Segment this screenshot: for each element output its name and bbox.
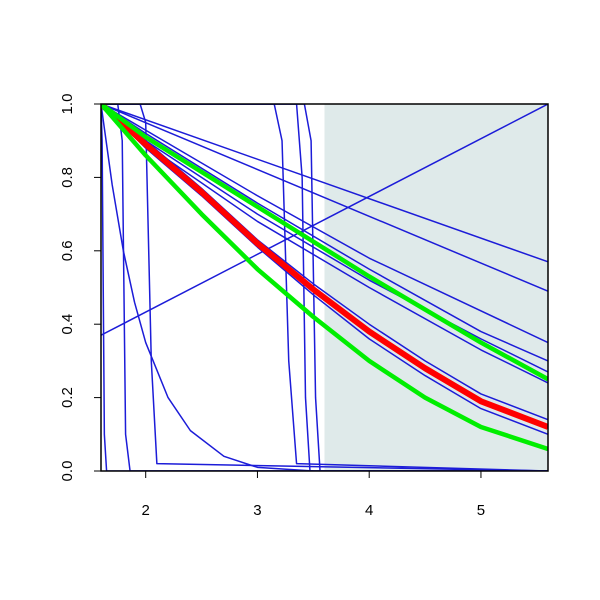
y-tick-label: 0.4 xyxy=(59,314,76,335)
series-line xyxy=(101,104,548,471)
series-line xyxy=(101,104,548,336)
series-line xyxy=(101,104,548,263)
series-line xyxy=(101,104,548,382)
x-tick-label: 4 xyxy=(365,502,373,519)
series-line xyxy=(101,104,548,292)
y-tick-label: 1.0 xyxy=(59,94,76,115)
x-tick-label: 5 xyxy=(477,502,485,519)
series-line xyxy=(101,104,548,471)
series-line xyxy=(101,104,314,471)
plot-frame xyxy=(100,103,549,472)
series-line xyxy=(101,104,548,452)
series-line xyxy=(101,104,548,471)
y-tick-label: 0.0 xyxy=(59,461,76,482)
y-tick-label: 0.8 xyxy=(59,167,76,188)
series-line xyxy=(101,104,548,471)
series-line xyxy=(101,104,548,430)
y-tick-label: 0.2 xyxy=(59,387,76,408)
x-tick-label: 2 xyxy=(142,502,150,519)
y-tick-label: 0.6 xyxy=(59,240,76,261)
series-line xyxy=(101,104,548,471)
x-tick-label: 3 xyxy=(253,502,261,519)
